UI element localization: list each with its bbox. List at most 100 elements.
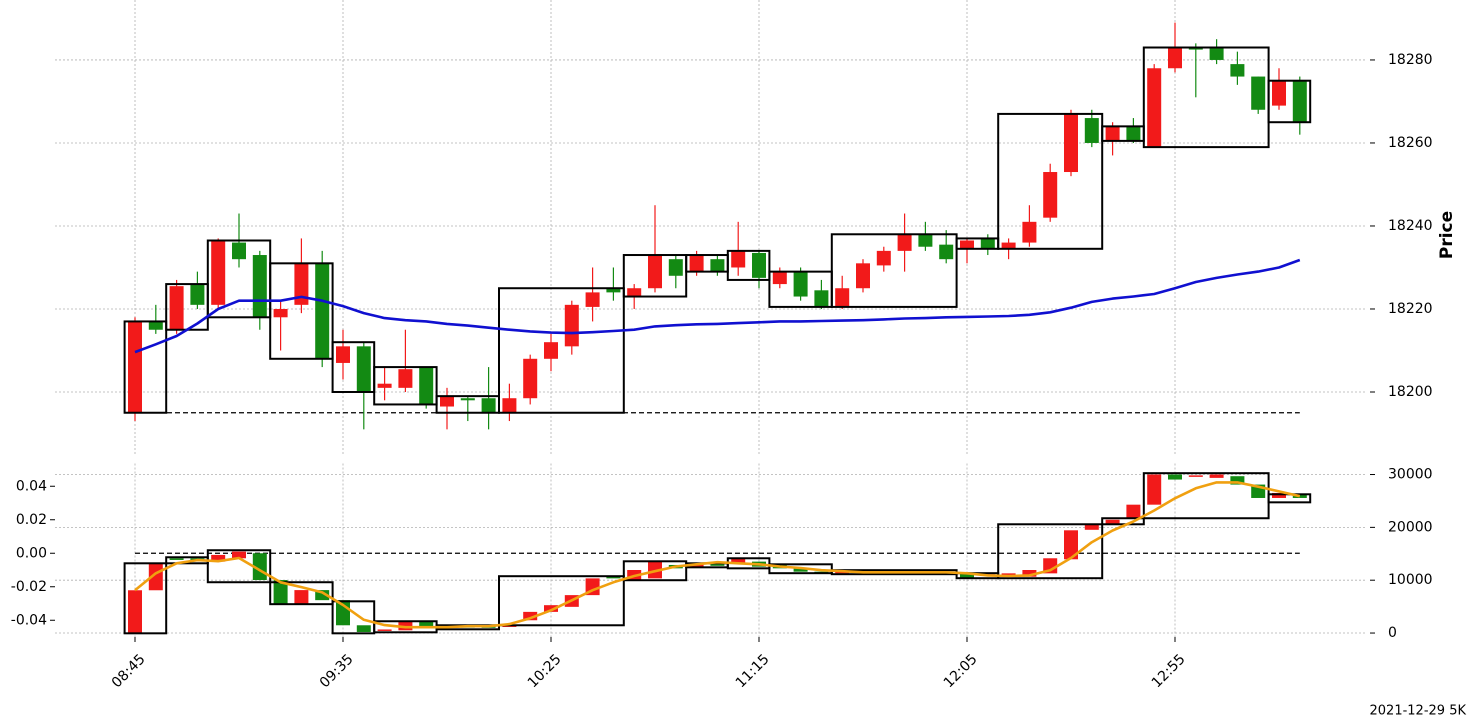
y-axis-label: Price (1437, 211, 1457, 259)
candle-body (585, 292, 600, 307)
candle-body (960, 240, 974, 249)
candle-body (1168, 47, 1182, 69)
candle-body (1084, 524, 1099, 530)
x-tick-label: 10:25 (525, 651, 565, 691)
candle-body (460, 398, 475, 401)
range-box (269, 262, 334, 360)
range-box (830, 233, 958, 308)
candle-body (1230, 64, 1245, 77)
x-tick-label: 12:55 (1149, 651, 1189, 691)
candle-body (627, 288, 642, 297)
candle-body (960, 573, 974, 578)
candle-body (211, 554, 226, 562)
candle-body (564, 304, 579, 347)
range-box (1142, 472, 1270, 520)
candle-body (169, 558, 184, 560)
range-box (622, 560, 688, 582)
candle-body (419, 621, 434, 627)
range-box (123, 320, 168, 414)
candle-body (148, 321, 163, 330)
candle-body (918, 234, 933, 247)
y-tick-label: 18260 (1388, 135, 1433, 151)
candle-body (752, 252, 766, 278)
range-box (997, 523, 1104, 580)
range-box (269, 581, 334, 606)
range-box (206, 549, 272, 584)
candle-body (793, 271, 808, 297)
candle-body (232, 242, 246, 260)
candle-body (1126, 126, 1141, 141)
range-box (768, 563, 833, 575)
candle-body (1043, 172, 1058, 218)
range-box (123, 562, 168, 635)
candle-body (211, 240, 226, 305)
candle-body (440, 396, 454, 407)
candle-body (232, 551, 246, 559)
y-tick-label: 0.04 (16, 478, 47, 494)
y-tick-label: 18240 (1388, 218, 1433, 234)
candle-body (731, 558, 746, 564)
range-box (997, 112, 1104, 250)
range-box (373, 366, 438, 406)
y2-tick-label: 10000 (1388, 572, 1433, 588)
candle-body (128, 321, 142, 413)
range-box (331, 600, 376, 635)
indicator-line (134, 481, 1301, 629)
candle-body (377, 383, 392, 388)
candle-body (481, 398, 496, 413)
candle-body (190, 284, 205, 305)
candle-body (1188, 475, 1203, 477)
y2-tick-label: 30000 (1388, 467, 1433, 483)
candle-body (876, 250, 891, 266)
range-box (622, 254, 688, 298)
candle-body (1209, 47, 1224, 60)
candle-body (1084, 118, 1099, 143)
y2-tick-label: 20000 (1388, 519, 1433, 535)
candle-body (1022, 221, 1037, 243)
candle-body (1251, 76, 1266, 110)
candle-body (793, 568, 808, 572)
candle-body (294, 263, 309, 305)
candle-body (1064, 530, 1078, 560)
indicator-line (134, 258, 1301, 354)
x-tick-label: 08:45 (109, 651, 149, 691)
candle-body (273, 580, 288, 604)
y-tick-label: -0.02 (11, 579, 47, 595)
candle-body (1022, 570, 1037, 577)
y-tick-label: 18280 (1388, 52, 1433, 68)
candle-body (1126, 504, 1141, 519)
candle-body (356, 625, 371, 632)
candle-body (523, 358, 538, 399)
candle-body (544, 605, 558, 612)
candle-body (1064, 113, 1078, 173)
candle-body (1147, 68, 1162, 148)
range-box (1267, 79, 1312, 124)
candle-body (980, 238, 995, 249)
candle-body (856, 263, 870, 289)
candle-body (606, 288, 621, 293)
candle-body (315, 590, 330, 601)
y-tick-label: -0.04 (11, 612, 47, 628)
candle-body (419, 367, 434, 405)
candle-body (336, 346, 350, 363)
candle-body (1105, 126, 1120, 141)
candle-body (294, 590, 309, 604)
y2-tick-label: 0 (1388, 625, 1397, 641)
candle-body (939, 244, 954, 260)
candle-body (668, 259, 683, 276)
candle-body (1168, 474, 1182, 480)
candle-body (1105, 519, 1120, 524)
candle-body (544, 342, 558, 359)
candle-body (273, 308, 288, 318)
candle-body (835, 288, 850, 307)
candle-body (252, 255, 267, 318)
candle-body (128, 590, 142, 634)
y-tick-label: 0.00 (16, 545, 47, 561)
candle-body (377, 629, 392, 631)
x-tick-label: 09:35 (317, 651, 357, 691)
candle-body (1292, 80, 1307, 123)
candle-body (710, 564, 725, 566)
candle-body (523, 611, 538, 621)
range-box (1142, 46, 1270, 149)
